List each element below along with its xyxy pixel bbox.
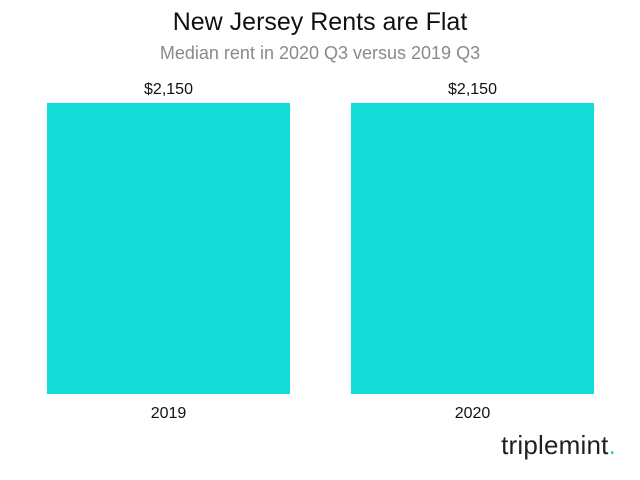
brand-dot: . — [608, 430, 616, 460]
data-label-2019: $2,150 — [144, 81, 193, 98]
brand-name: triplemint — [501, 430, 609, 460]
bar-2020 — [351, 103, 594, 394]
bar-2019 — [47, 103, 290, 394]
x-tick-label-2019: 2019 — [151, 405, 187, 422]
brand-logo: triplemint. — [501, 430, 616, 461]
chart-subtitle: Median rent in 2020 Q3 versus 2019 Q3 — [159, 43, 481, 63]
chart-title: New Jersey Rents are Flat — [172, 8, 468, 36]
data-label-2020: $2,150 — [448, 81, 497, 98]
x-tick-label-2020: 2020 — [455, 405, 491, 422]
